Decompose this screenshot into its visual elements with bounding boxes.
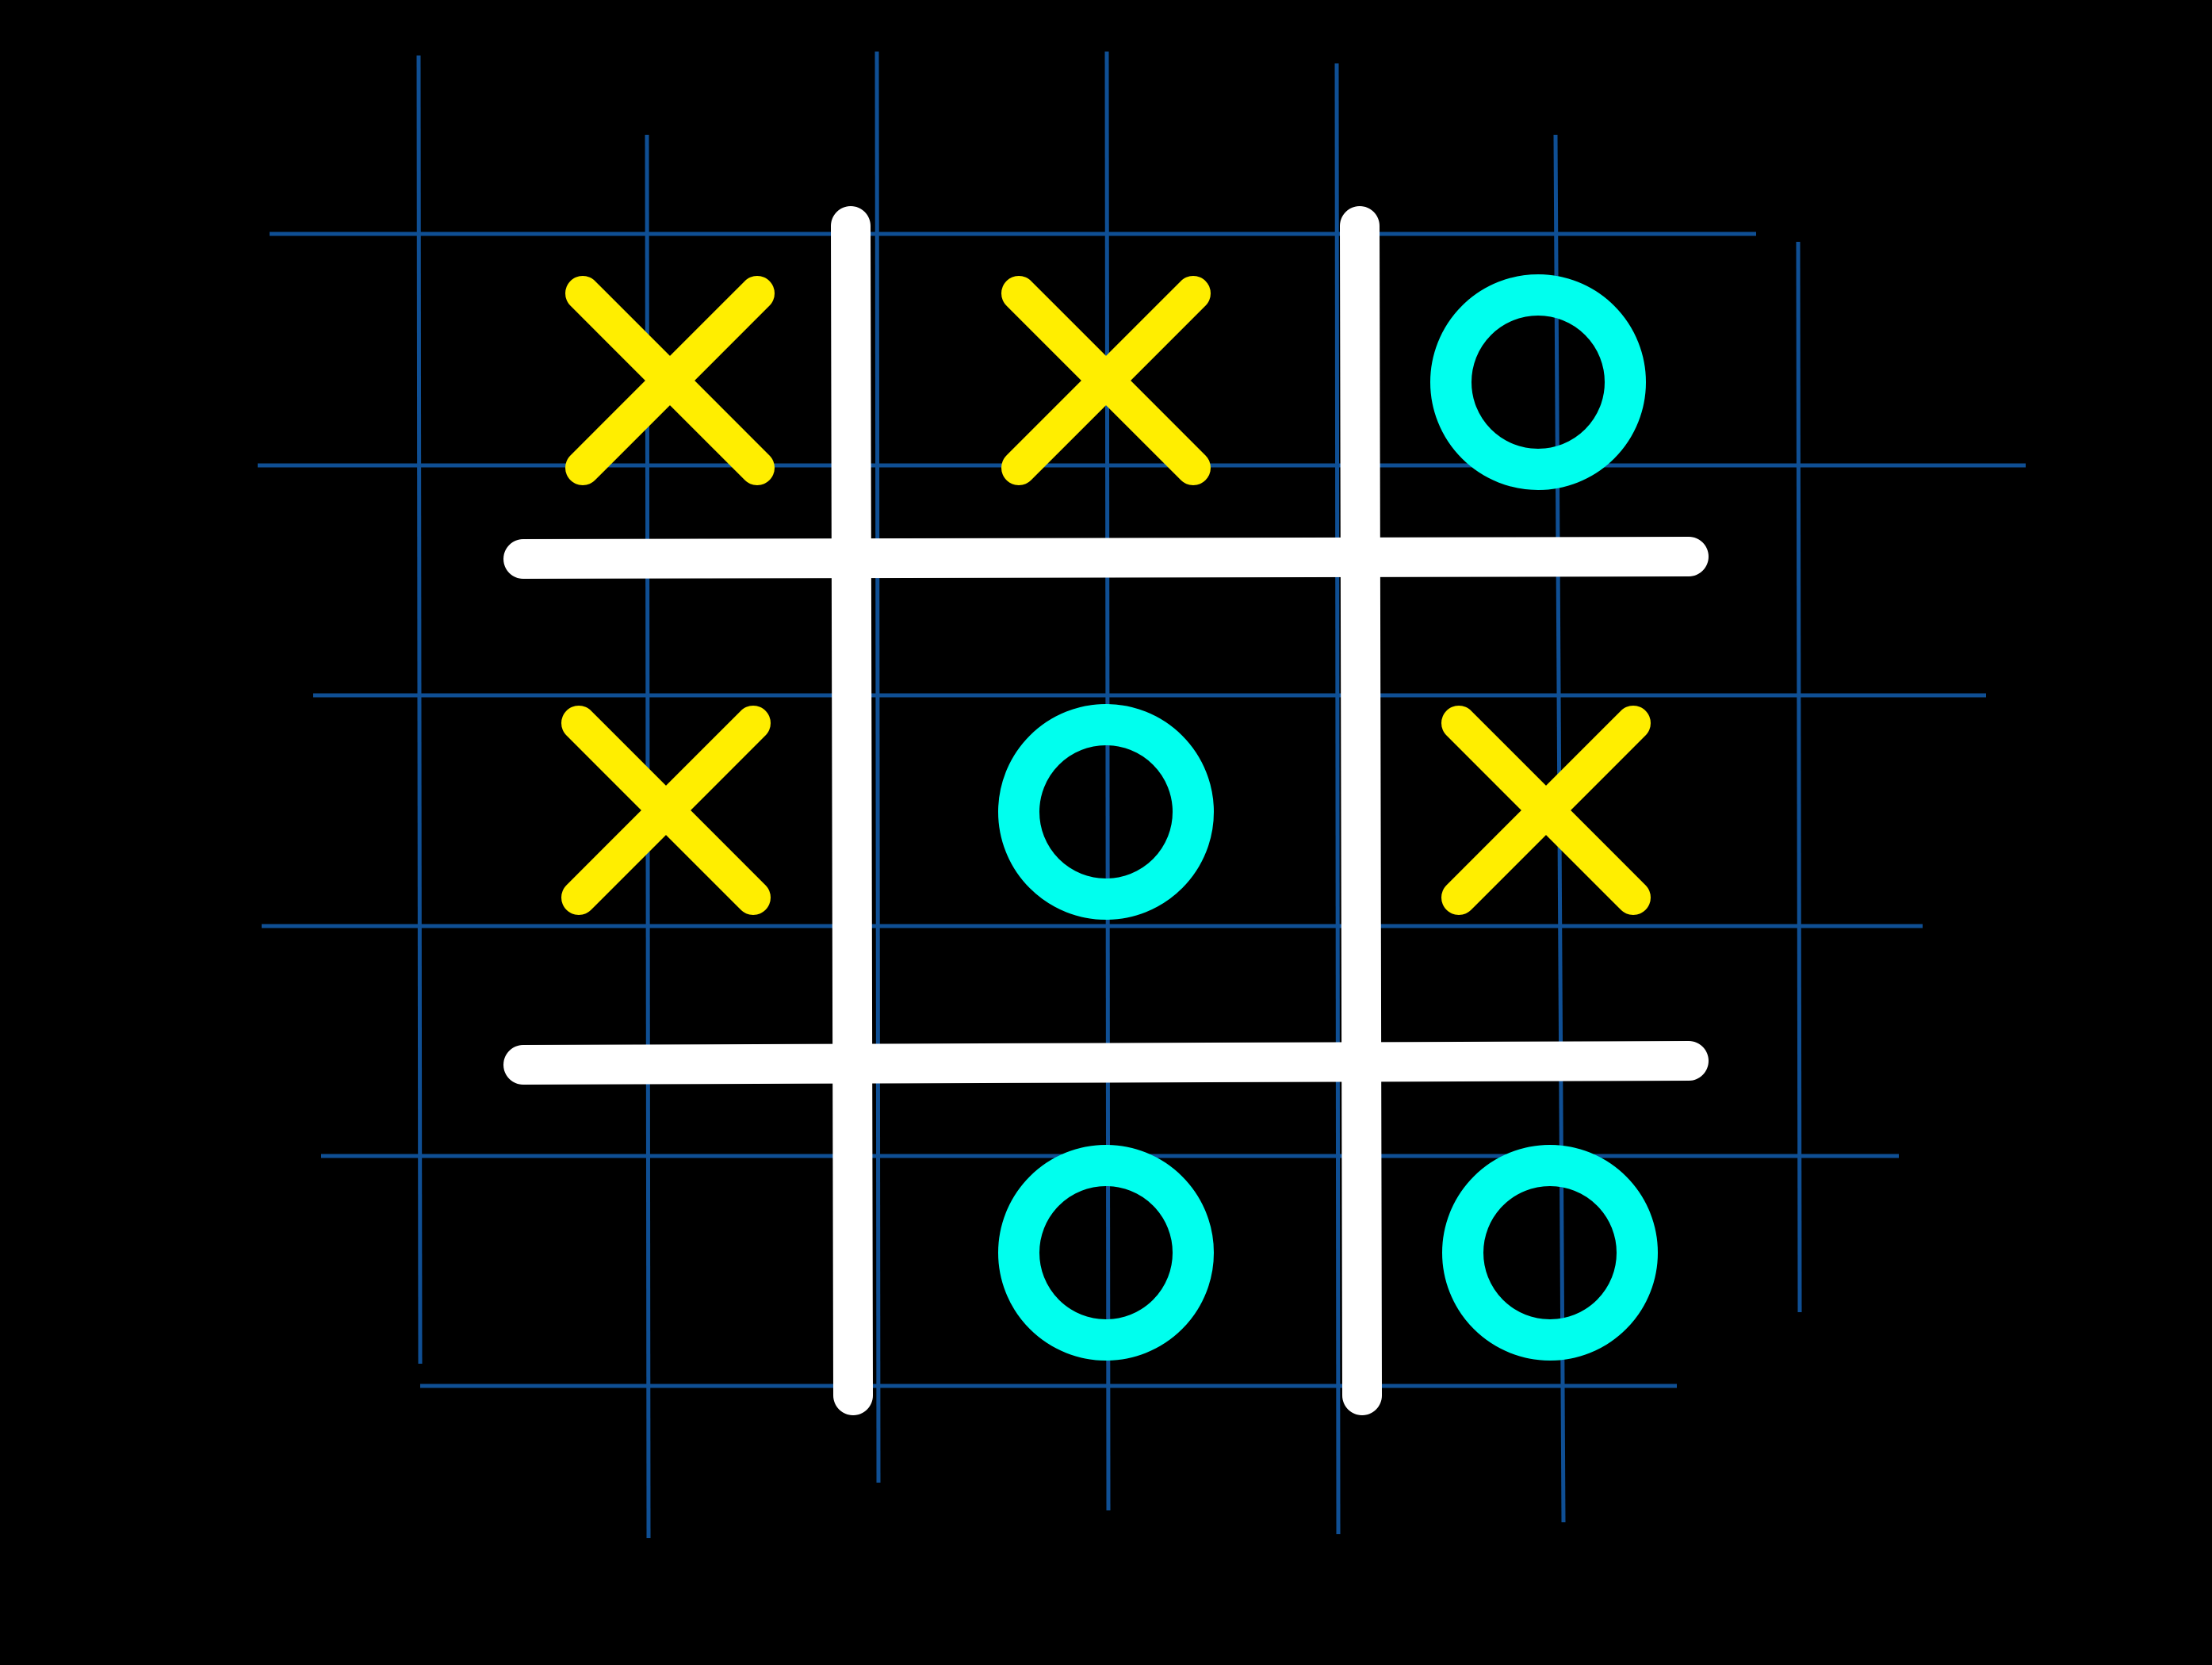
grid-paper-vertical-line xyxy=(1334,63,1341,1535)
board-cell-r2-c2[interactable] xyxy=(892,596,1320,1024)
board-cell-r1-c3[interactable] xyxy=(1324,166,1752,595)
board-line-horizontal xyxy=(503,537,1709,579)
o-mark-icon xyxy=(1442,1145,1658,1361)
cells-layer xyxy=(452,166,1764,1465)
board-line-vertical xyxy=(1340,206,1382,1415)
board-line-horizontal xyxy=(503,1041,1709,1085)
board-cell-r1-c1[interactable] xyxy=(456,166,884,595)
o-mark-icon xyxy=(1430,274,1646,490)
board-cell-r3-c1[interactable] xyxy=(452,1037,880,1465)
x-mark-icon xyxy=(561,706,771,915)
x-mark-icon xyxy=(565,276,775,485)
board-line-vertical xyxy=(831,206,873,1415)
board-lines xyxy=(503,206,1709,1415)
grid-paper-vertical-line xyxy=(1796,241,1802,1313)
marks-layer xyxy=(561,274,1658,1361)
grid-paper-vertical-line xyxy=(416,55,423,1365)
o-mark-icon xyxy=(998,1145,1214,1361)
board-cell-r1-c2[interactable] xyxy=(892,166,1320,595)
board-cell-r3-c2[interactable] xyxy=(892,1037,1320,1465)
board-cell-r2-c1[interactable] xyxy=(452,596,880,1024)
board-cell-r2-c3[interactable] xyxy=(1332,596,1760,1024)
x-mark-icon xyxy=(1441,706,1651,915)
grid-paper-vertical-line xyxy=(1104,51,1111,1511)
o-mark-icon xyxy=(998,704,1214,920)
board-cell-r3-c3[interactable] xyxy=(1336,1037,1764,1465)
x-mark-icon xyxy=(1001,276,1211,485)
grid-paper-vertical-line xyxy=(874,51,881,1483)
